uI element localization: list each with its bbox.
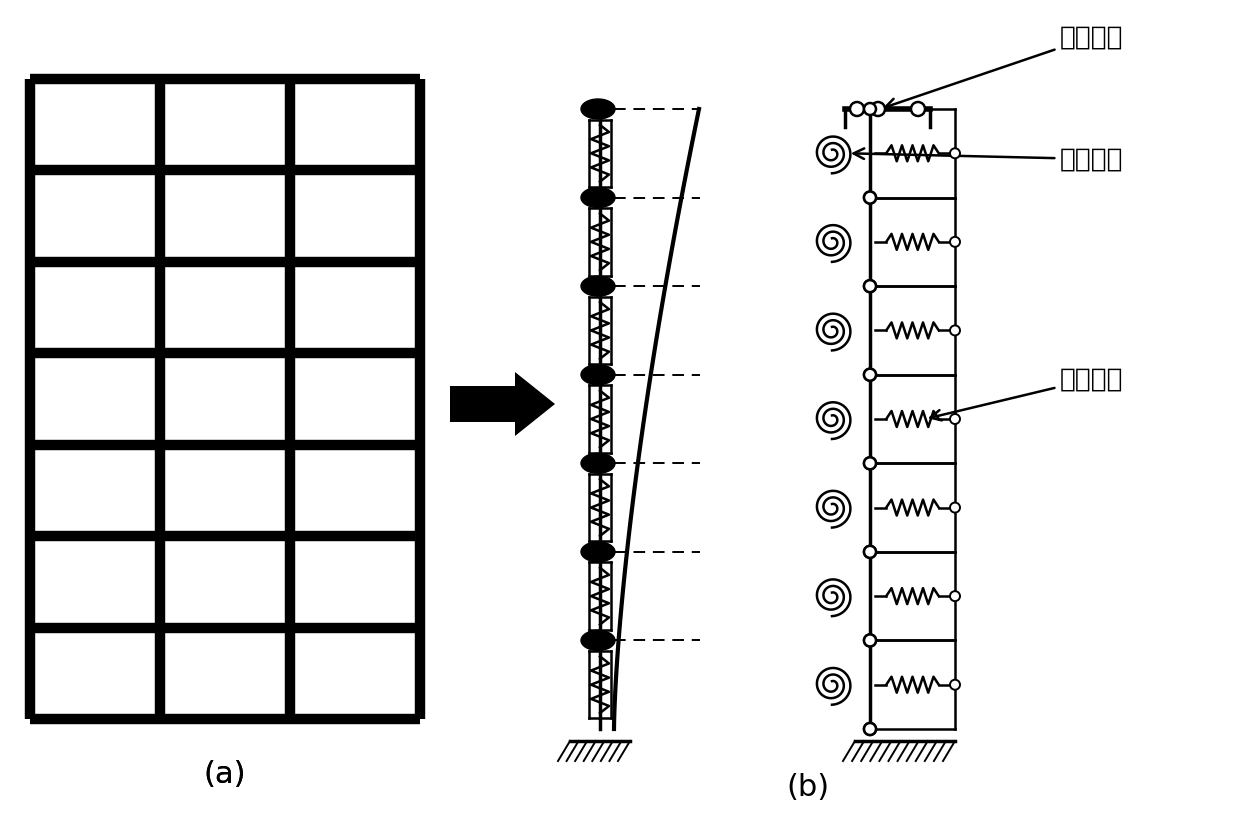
Polygon shape bbox=[450, 373, 556, 437]
Ellipse shape bbox=[582, 277, 615, 296]
Circle shape bbox=[864, 723, 875, 735]
Circle shape bbox=[870, 103, 885, 117]
Circle shape bbox=[864, 546, 875, 559]
Circle shape bbox=[864, 281, 875, 292]
Circle shape bbox=[864, 723, 875, 735]
Circle shape bbox=[864, 546, 875, 559]
Circle shape bbox=[864, 458, 875, 470]
Circle shape bbox=[864, 192, 875, 204]
Text: (b): (b) bbox=[786, 772, 830, 802]
Ellipse shape bbox=[582, 542, 615, 562]
Circle shape bbox=[864, 635, 875, 647]
Circle shape bbox=[950, 414, 960, 424]
Circle shape bbox=[950, 326, 960, 336]
Circle shape bbox=[864, 458, 875, 470]
Circle shape bbox=[911, 103, 925, 117]
Circle shape bbox=[864, 369, 875, 382]
Ellipse shape bbox=[582, 188, 615, 208]
Circle shape bbox=[950, 591, 960, 601]
Circle shape bbox=[864, 635, 875, 647]
Text: 剪切弹簧: 剪切弹簧 bbox=[930, 367, 1123, 421]
Text: (a): (a) bbox=[203, 759, 247, 789]
Text: 弯曲弹簧: 弯曲弹簧 bbox=[853, 147, 1123, 173]
Circle shape bbox=[950, 149, 960, 159]
Text: (a): (a) bbox=[203, 759, 247, 789]
Circle shape bbox=[864, 104, 875, 115]
Circle shape bbox=[950, 238, 960, 247]
Circle shape bbox=[864, 192, 875, 204]
Circle shape bbox=[864, 281, 875, 292]
Circle shape bbox=[950, 503, 960, 513]
Circle shape bbox=[849, 103, 864, 117]
Circle shape bbox=[950, 680, 960, 690]
Ellipse shape bbox=[582, 454, 615, 473]
Circle shape bbox=[864, 369, 875, 382]
Ellipse shape bbox=[582, 365, 615, 385]
Ellipse shape bbox=[582, 631, 615, 650]
Ellipse shape bbox=[582, 100, 615, 120]
Text: 屚性钉杆: 屚性钉杆 bbox=[885, 25, 1123, 110]
